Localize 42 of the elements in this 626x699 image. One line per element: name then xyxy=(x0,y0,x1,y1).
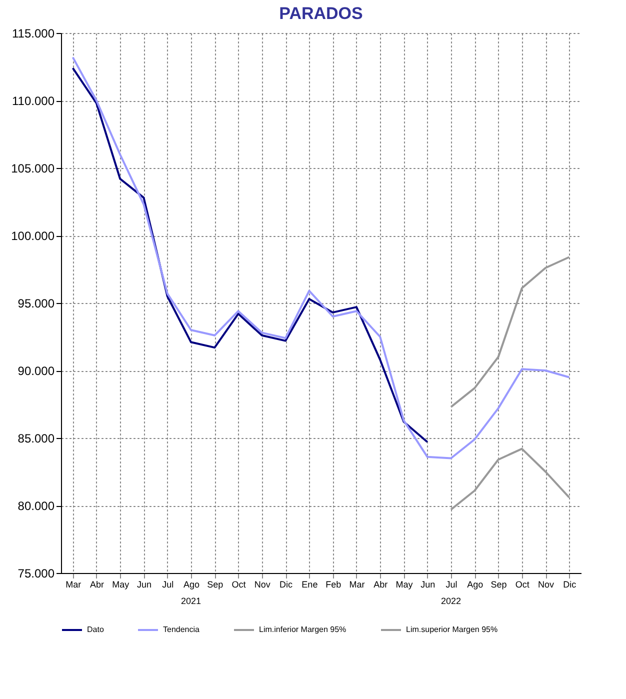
y-tick-label: 115.000 xyxy=(12,26,55,40)
x-tick-label: May xyxy=(112,580,130,590)
x-tick-label: Jul xyxy=(446,580,458,590)
x-tick-label: May xyxy=(396,580,414,590)
x-tick-label: Abr xyxy=(374,580,388,590)
x-tick-label: Oct xyxy=(515,580,530,590)
y-tick-label: 95.000 xyxy=(18,296,55,310)
x-tick-label: Jun xyxy=(420,580,436,590)
y-tick-label: 80.000 xyxy=(18,499,55,513)
legend-label: Lim.inferior Margen 95% xyxy=(259,625,346,634)
x-tick-label: Mar xyxy=(66,580,82,590)
line-series xyxy=(450,256,570,408)
y-tick-label: 105.000 xyxy=(11,162,55,176)
legend-label: Lim.superior Margen 95% xyxy=(406,625,498,634)
x-tick-label: Ago xyxy=(183,580,200,590)
text: 2022 xyxy=(440,596,462,606)
x-tick-label: Jun xyxy=(136,580,152,590)
text: 2021 xyxy=(180,596,202,606)
x-tick-label: Dic xyxy=(280,580,294,590)
x-tick-label: Jul xyxy=(162,580,174,590)
line-series xyxy=(72,67,428,444)
y-tick-label: 90.000 xyxy=(18,364,55,378)
chart-title: PARADOS xyxy=(279,4,363,23)
x-tick-label: Sep xyxy=(207,580,224,590)
y-tick-label: 100.000 xyxy=(11,229,55,243)
line-series xyxy=(72,56,570,460)
x-tick-label: Nov xyxy=(538,580,555,590)
y-tick-label: 110.000 xyxy=(12,94,55,108)
legend-label: Dato xyxy=(87,625,104,634)
x-tick-label: Nov xyxy=(254,580,271,590)
x-tick-label: Abr xyxy=(90,580,104,590)
x-tick-label: Dic xyxy=(563,580,577,590)
x-tick-label: Ago xyxy=(467,580,484,590)
y-tick-label: 75.000 xyxy=(18,566,55,580)
x-tick-label: Ene xyxy=(302,580,318,590)
x-tick-label: Mar xyxy=(349,580,365,590)
x-tick-label: Oct xyxy=(232,580,246,590)
y-tick-label: 85.000 xyxy=(18,432,55,446)
x-tick-label: Sep xyxy=(490,580,507,590)
line-series xyxy=(450,448,570,511)
x-tick-label: Feb xyxy=(326,580,342,590)
legend-label: Tendencia xyxy=(163,625,200,634)
